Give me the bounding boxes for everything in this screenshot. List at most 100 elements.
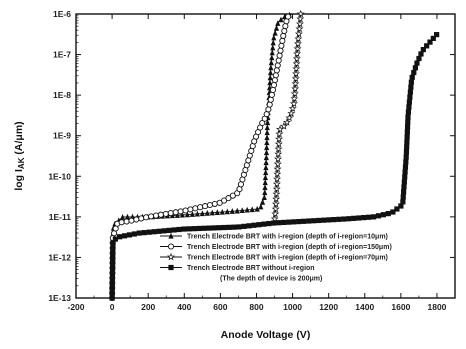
data-point xyxy=(375,213,382,219)
data-point xyxy=(273,67,280,74)
data-point xyxy=(172,209,179,216)
data-point xyxy=(109,285,115,291)
data-point xyxy=(275,20,281,26)
data-point xyxy=(427,39,433,45)
data-point xyxy=(408,79,414,85)
data-point xyxy=(280,32,287,39)
data-point xyxy=(434,32,440,38)
y-tick-label: 1E-9 xyxy=(53,131,71,141)
data-point xyxy=(110,260,116,266)
data-point xyxy=(416,55,422,62)
data-point xyxy=(336,216,342,222)
data-point xyxy=(274,144,283,153)
data-point xyxy=(290,94,299,103)
data-point xyxy=(264,129,270,136)
data-point xyxy=(275,57,282,64)
x-tick-label: 1600 xyxy=(391,302,410,312)
data-point xyxy=(239,207,245,214)
data-point xyxy=(206,201,213,209)
data-point xyxy=(167,210,174,217)
legend-entry-label: Trench Electrode BRT without i-region xyxy=(187,265,315,272)
data-point xyxy=(414,60,420,66)
y-tick-label: 1E-12 xyxy=(48,252,71,262)
data-point xyxy=(361,215,367,221)
data-point xyxy=(259,119,266,127)
data-point xyxy=(146,229,152,235)
data-point xyxy=(420,46,426,53)
data-point xyxy=(295,19,304,28)
data-point xyxy=(263,159,269,166)
plot-frame xyxy=(75,13,456,299)
data-point xyxy=(143,214,150,221)
data-point xyxy=(407,94,413,100)
data-point xyxy=(293,44,302,53)
data-point xyxy=(109,280,115,286)
data-point xyxy=(291,74,300,83)
data-point xyxy=(356,215,362,221)
data-point xyxy=(116,234,123,240)
data-point xyxy=(275,129,284,138)
data-point xyxy=(285,113,294,122)
series-3 xyxy=(270,9,305,223)
data-point xyxy=(405,114,411,120)
data-point xyxy=(296,9,305,18)
data-point xyxy=(405,119,411,125)
data-point xyxy=(402,174,408,180)
data-point xyxy=(177,208,184,215)
data-point xyxy=(406,99,412,105)
data-point xyxy=(254,205,260,212)
data-point xyxy=(398,203,404,209)
data-point xyxy=(403,149,410,155)
data-point xyxy=(294,29,303,38)
data-point xyxy=(326,217,332,223)
data-point xyxy=(121,233,128,239)
data-point xyxy=(270,39,276,46)
legend-entry-label: Trench Electrode BRT with i-region (dept… xyxy=(187,234,388,241)
data-point xyxy=(162,210,169,217)
data-point xyxy=(216,225,222,231)
data-point xyxy=(266,220,272,227)
data-point xyxy=(109,295,115,301)
data-point xyxy=(202,203,209,210)
data-point xyxy=(184,211,191,218)
data-point xyxy=(271,204,280,213)
data-point xyxy=(385,211,391,217)
data-point xyxy=(331,217,337,223)
data-point xyxy=(244,206,250,213)
data-point xyxy=(394,206,400,212)
data-point xyxy=(276,52,283,59)
legend: Trench Electrode BRT with i-region (dept… xyxy=(160,232,392,283)
data-point xyxy=(408,84,414,90)
data-point xyxy=(341,216,347,222)
data-point xyxy=(272,29,278,36)
data-point xyxy=(262,179,268,186)
data-point xyxy=(138,215,145,222)
data-point xyxy=(404,134,410,140)
data-point xyxy=(126,232,133,238)
data-point xyxy=(293,49,302,58)
data-point xyxy=(171,227,177,233)
data-point xyxy=(403,154,409,160)
data-point xyxy=(268,64,274,71)
data-point xyxy=(187,206,194,213)
data-point xyxy=(174,212,181,218)
data-point xyxy=(274,62,281,69)
y-tick-label: 1E-11 xyxy=(49,212,71,222)
data-point xyxy=(112,236,118,242)
data-point xyxy=(274,139,283,148)
data-point xyxy=(214,209,220,215)
data-point xyxy=(276,220,282,226)
data-point xyxy=(371,214,377,220)
data-point xyxy=(311,218,317,224)
data-point xyxy=(430,35,436,41)
data-point xyxy=(128,217,135,224)
data-point xyxy=(269,54,275,61)
data-point xyxy=(224,208,230,215)
data-point xyxy=(291,219,297,225)
data-point xyxy=(273,154,283,163)
data-point xyxy=(271,199,280,208)
plot-area: 1E-13 1E-12 1E-11 1E-10 1E-9 1E-8 1E-7 1E-6 -20… xyxy=(48,9,456,312)
data-point xyxy=(157,211,164,218)
data-point xyxy=(199,210,205,217)
data-point xyxy=(118,219,125,226)
